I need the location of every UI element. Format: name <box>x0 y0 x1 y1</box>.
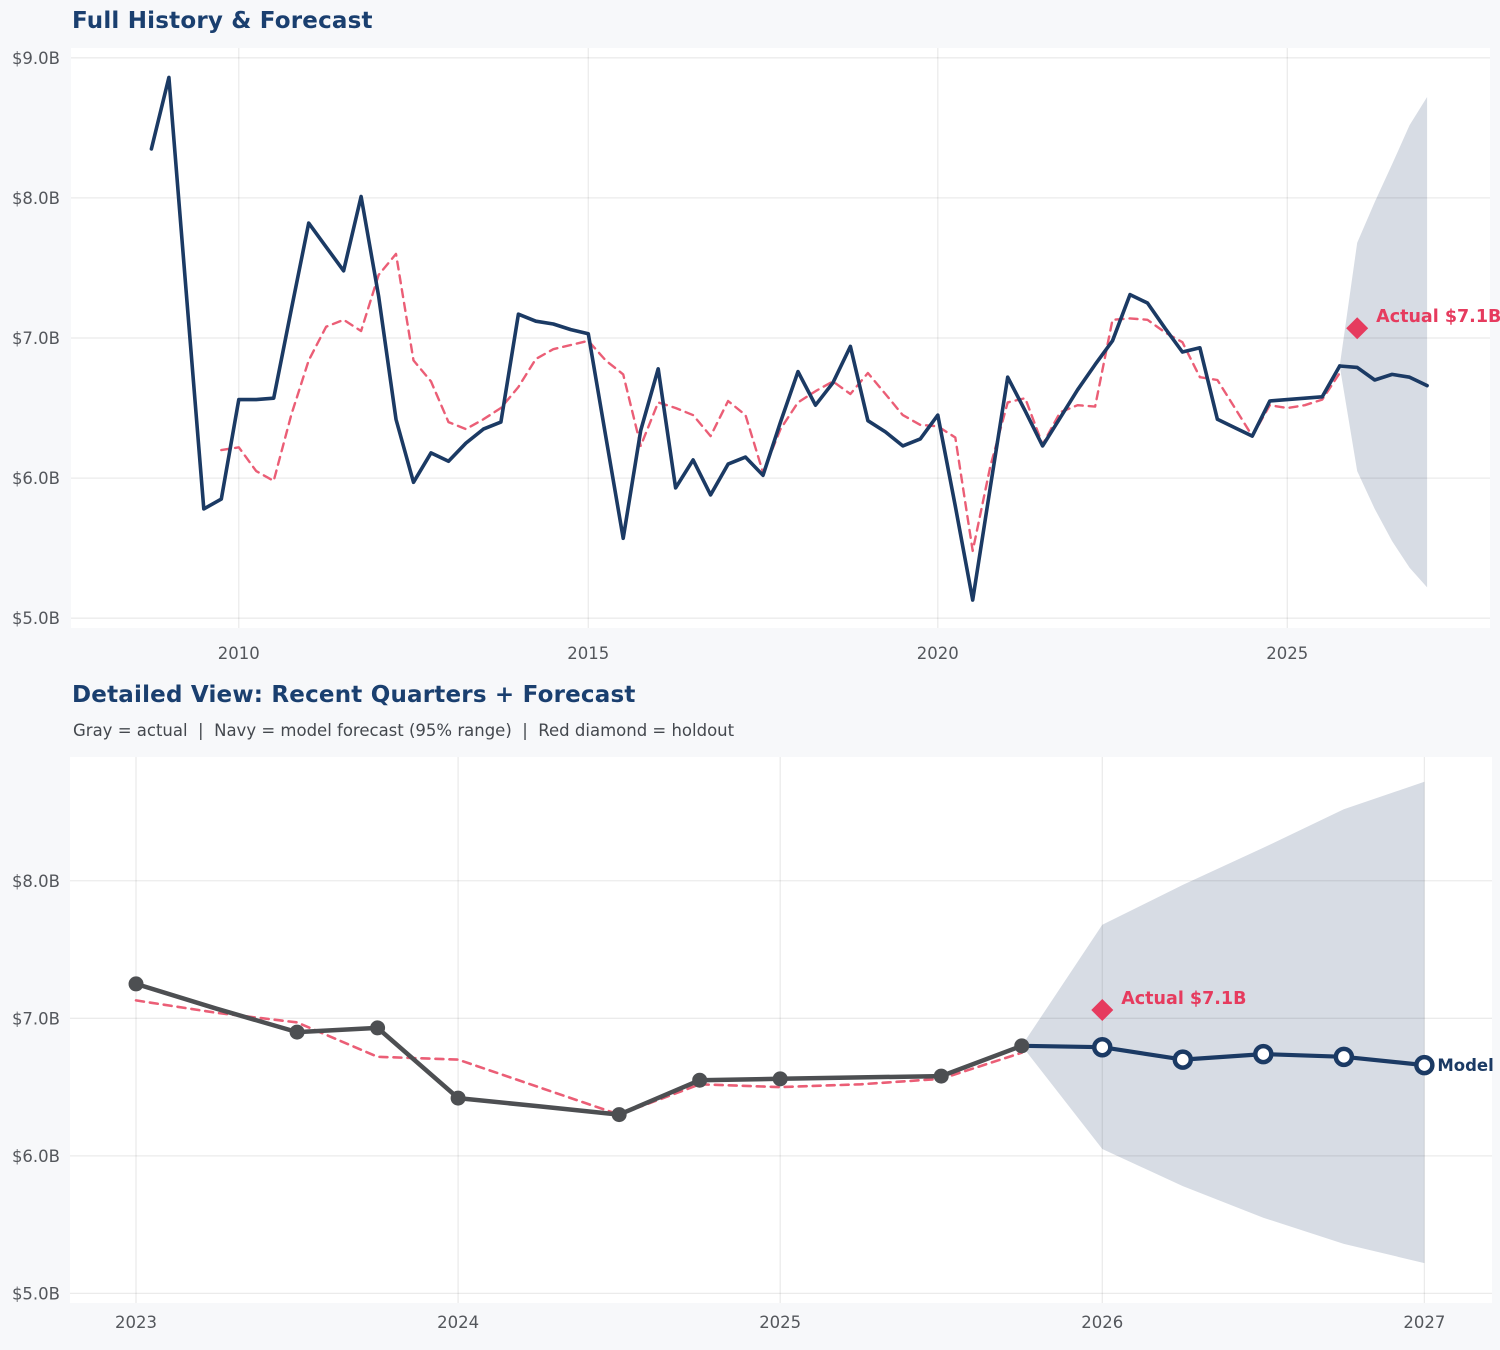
detailed-view-forecast-point-marker <box>1414 1054 1435 1076</box>
detailed-view-chart: Actual $7.1B Model 2023 2024 2025 2026 2027 $8.… <box>12 757 1494 1332</box>
x-axis-tick-label: 2027 <box>1403 1313 1445 1332</box>
full-history-plot-area <box>71 48 1490 628</box>
detailed-view-actual-point-marker <box>289 1024 305 1040</box>
full-history-fitted-line <box>220 252 1341 553</box>
holdout-diamond-marker <box>1091 999 1114 1022</box>
holdout-annotation-label: Actual $7.1B <box>1121 989 1246 1009</box>
y-axis-tick-label: $5.0B <box>12 1284 60 1303</box>
holdout-diamond-marker <box>1346 317 1369 340</box>
x-axis-tick-label: 2024 <box>437 1313 479 1332</box>
model-line-label: Model <box>1437 1056 1493 1075</box>
detailed-view-actual-point-marker <box>1014 1038 1030 1054</box>
y-axis-tick-label: $7.0B <box>12 329 60 348</box>
detailed-view-forecast-point-marker <box>1172 1049 1194 1070</box>
x-axis-tick-label: 2026 <box>1081 1313 1123 1332</box>
y-axis-tick-label: $8.0B <box>12 872 60 891</box>
detailed-view-fitted-line <box>134 999 1024 1116</box>
x-axis-tick-label: 2023 <box>115 1313 157 1332</box>
detailed-view-actual-point-marker <box>611 1107 627 1123</box>
detailed-view-forecast-95-range-band <box>1021 781 1425 1264</box>
x-axis-tick-label: 2015 <box>567 644 609 663</box>
bottom-chart-title: Detailed View: Recent Quarters + Forecas… <box>72 682 636 708</box>
bottom-chart-legend-note: Gray = actual | Navy = model forecast (9… <box>73 721 735 740</box>
full-history-forecast-95-range-band <box>1339 97 1428 588</box>
detailed-view-model-forecast-line <box>1019 1043 1427 1068</box>
detailed-view-actual-point-marker <box>692 1072 708 1088</box>
holdout-annotation-label: Actual $7.1B <box>1376 307 1500 327</box>
y-axis-tick-label: $6.0B <box>12 1147 60 1166</box>
full-history-chart: Actual $7.1B 2010 2015 2020 2025 $9.0B $8.0B $7… <box>12 48 1500 663</box>
y-axis-tick-label: $8.0B <box>12 189 60 208</box>
detailed-view-actual-point-marker <box>370 1020 386 1036</box>
detailed-view-actual-point-marker <box>450 1090 466 1106</box>
detailed-view-forecast-point-marker <box>1092 1036 1113 1058</box>
y-axis-tick-label: $6.0B <box>12 469 60 488</box>
y-axis-tick-label: $9.0B <box>12 49 60 68</box>
detailed-view-actual-point-marker <box>128 976 144 992</box>
detailed-view-forecast-point-marker <box>1333 1046 1355 1068</box>
full-history-actual-line <box>149 75 1342 602</box>
detailed-view-actual-point-marker <box>933 1068 949 1084</box>
detailed-view-actual-point-marker <box>772 1071 788 1087</box>
x-axis-tick-label: 2020 <box>917 644 959 663</box>
detailed-view-actual-line <box>133 981 1025 1117</box>
detailed-view-forecast-point-marker <box>1253 1043 1274 1065</box>
x-axis-tick-label: 2025 <box>1266 644 1308 663</box>
top-chart-title: Full History & Forecast <box>72 8 373 34</box>
x-axis-tick-label: 2025 <box>759 1313 801 1332</box>
y-axis-tick-label: $7.0B <box>12 1009 60 1028</box>
x-axis-tick-label: 2010 <box>218 644 260 663</box>
full-history-model-forecast-line <box>1337 364 1429 388</box>
y-axis-tick-label: $5.0B <box>12 609 60 628</box>
